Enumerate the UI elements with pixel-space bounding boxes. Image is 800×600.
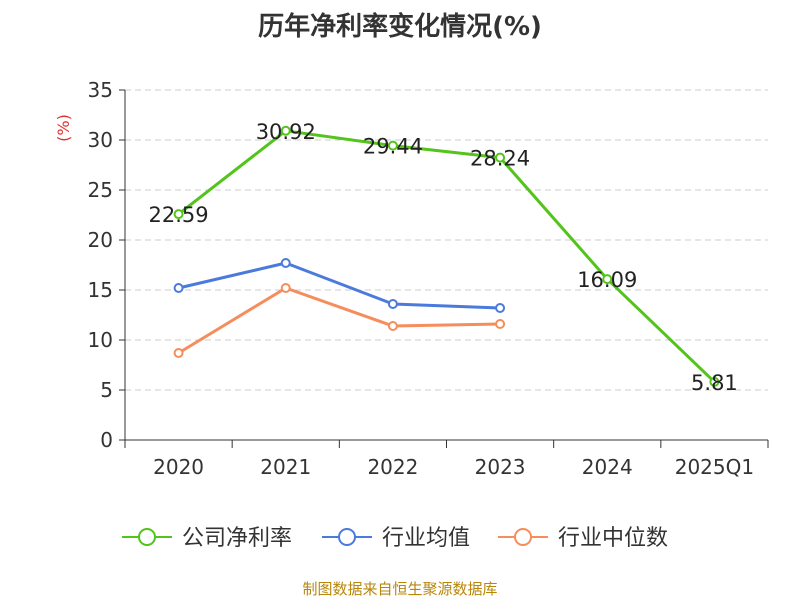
legend-item-1[interactable]: 行业均值	[322, 526, 470, 551]
x-tick-label: 2023	[475, 455, 526, 479]
series-line-2	[177, 286, 501, 355]
data-point[interactable]	[173, 283, 184, 293]
series-line-0	[177, 129, 716, 383]
legend-label: 公司净利率	[182, 526, 292, 551]
y-tick-label: 5	[100, 378, 113, 402]
x-tick-label: 2021	[260, 455, 311, 479]
data-point[interactable]	[387, 321, 398, 331]
legend[interactable]: 公司净利率 行业均值 行业中位数	[122, 526, 668, 551]
data-label: 28.24	[470, 147, 530, 171]
y-tick-label: 35	[88, 78, 113, 102]
grid-lines	[125, 89, 768, 391]
legend-item-0[interactable]: 公司净利率	[122, 526, 292, 551]
axes: 0 5 10 15 20 25 30 35 (%) 2020 2021 2022 2023 2024 202…	[54, 78, 769, 479]
data-point[interactable]	[173, 348, 184, 358]
y-tick-label: 25	[88, 178, 113, 202]
y-tick-label: 30	[88, 128, 113, 152]
data-point[interactable]	[495, 152, 506, 163]
data-point[interactable]	[495, 303, 506, 313]
y-tick-label: 20	[88, 228, 113, 252]
legend-circle-marker	[338, 528, 356, 546]
data-labels: 22.59 30.92 29.44 28.24 16.09 5.81	[149, 120, 738, 395]
data-point[interactable]	[387, 140, 398, 151]
legend-circle-marker	[514, 528, 532, 546]
data-label: 16.09	[577, 268, 637, 292]
legend-item-2[interactable]: 行业中位数	[498, 526, 668, 551]
data-point[interactable]	[280, 283, 291, 293]
data-label: 22.59	[149, 203, 209, 227]
chart-title: 历年净利率变化情况(%)	[258, 12, 542, 42]
x-tick-label: 2022	[367, 455, 418, 479]
x-tick-label: 2025Q1	[675, 455, 754, 479]
data-label: 5.81	[691, 371, 738, 395]
x-tick-label: 2024	[582, 455, 633, 479]
y-tick-label: 0	[100, 428, 113, 452]
legend-circle-marker	[138, 528, 156, 546]
x-tick-label: 2020	[153, 455, 204, 479]
data-point[interactable]	[173, 209, 184, 220]
series-lines	[173, 125, 720, 387]
data-point[interactable]	[495, 319, 506, 329]
data-point[interactable]	[709, 376, 720, 387]
data-label: 29.44	[363, 135, 423, 159]
y-tick-label: 15	[88, 278, 113, 302]
data-point[interactable]	[280, 125, 291, 136]
data-source-note: 制图数据来自恒生聚源数据库	[302, 580, 498, 598]
data-point[interactable]	[387, 299, 398, 309]
legend-label: 行业中位数	[558, 526, 668, 551]
legend-label: 行业均值	[382, 526, 470, 551]
data-point[interactable]	[280, 258, 291, 268]
data-label: 30.92	[256, 120, 316, 144]
y-axis-label: (%)	[54, 114, 73, 142]
series-line-1	[178, 261, 501, 310]
data-point[interactable]	[602, 274, 613, 285]
y-tick-label: 10	[88, 328, 113, 352]
